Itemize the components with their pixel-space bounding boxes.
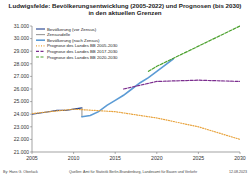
legend-swatch (36, 28, 45, 29)
chart: Ludwigsfelde: Bevölkerungsentwicklung (2… (0, 0, 250, 177)
legend-label: Bevölkerung (vor Zensus) (47, 27, 97, 32)
title-line: Ludwigsfelde: Bevölkerungsentwicklung (2… (9, 2, 242, 9)
y-tick-label: 29.000 (14, 48, 30, 54)
x-tick-label: 2020 (151, 155, 163, 161)
x-tick-label: 2030 (234, 155, 246, 161)
y-tick-label: 24.000 (14, 111, 30, 117)
x-tick-label: 2010 (68, 155, 80, 161)
series-line (32, 109, 240, 139)
title: Ludwigsfelde: Bevölkerungsentwicklung (2… (9, 2, 242, 16)
y-tick-label: 31.000 (14, 23, 30, 29)
title-line: in den aktuellen Grenzen (88, 9, 161, 16)
y-tick-label: 25.000 (14, 98, 30, 104)
plot-area (32, 26, 240, 139)
y-tick-label: 26.000 (14, 86, 30, 92)
legend-label: Prognose des Landes BB 2020-2030 (47, 55, 118, 60)
y-tick-label: 22.000 (14, 136, 30, 142)
legend-swatch (36, 45, 45, 46)
legend-swatch (36, 34, 45, 35)
annotation: By: Hans G. Oberlack (3, 170, 38, 174)
y-tick-label: 23.000 (14, 124, 30, 130)
legend-swatch (36, 56, 45, 57)
x-tick-label: 2005 (26, 155, 38, 161)
legend-swatch (36, 51, 45, 52)
x-tick-label: 2025 (193, 155, 205, 161)
legend-label: Zensusdelle (47, 32, 71, 37)
legend-swatch (36, 39, 45, 41)
x-axis (32, 152, 240, 153)
x-tick-label: 2015 (109, 155, 121, 161)
series-line (124, 80, 240, 89)
legend-label: Prognose des Landes BB 2005-2030 (47, 43, 118, 48)
y-tick-label: 28.000 (14, 61, 30, 67)
y-axis (32, 26, 33, 152)
y-tick-label: 30.000 (14, 35, 30, 41)
y-tick-label: 27.000 (14, 73, 30, 79)
legend-label: Prognose des Landes BB 2017-2030 (47, 49, 118, 54)
annotation: 12.08.2023 (229, 170, 247, 174)
series-line (148, 26, 240, 71)
legend-label: Bevölkerung (nach Zensus) (47, 38, 100, 43)
annotation: Quellen: Amt für Statistik Berlin-Brande… (69, 170, 198, 174)
y-tick-label: 21.000 (14, 149, 30, 155)
